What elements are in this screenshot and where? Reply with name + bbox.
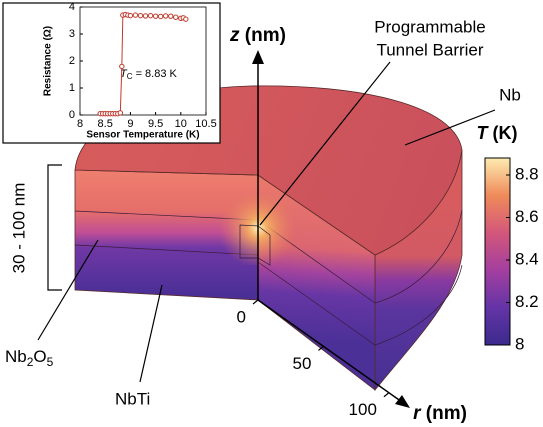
colorbar-fill	[484, 157, 511, 346]
r-tick-label: 0	[237, 307, 246, 326]
x-tick-label: 9	[127, 118, 133, 130]
z-symbol: z	[229, 25, 240, 46]
data-point	[162, 13, 169, 19]
nbti-label: NbTi	[115, 389, 150, 408]
data-point	[137, 12, 144, 19]
colorbar-tick-label: 8	[515, 334, 524, 353]
x-axis-label: Sensor Temperature (K)	[86, 130, 199, 141]
x-tick-label: 8.5	[98, 118, 113, 130]
z-arrow	[252, 50, 264, 64]
thickness-bracket	[47, 164, 62, 291]
colorbar-unit: (K)	[488, 123, 518, 143]
colorbar-tick-label: 8.8	[515, 164, 539, 183]
barrier-leader	[259, 61, 391, 226]
r-axis	[257, 299, 403, 403]
nb2o5-sub: 2	[27, 355, 34, 369]
r-tick	[318, 345, 324, 351]
colorbar-tick-label: 8.4	[515, 249, 539, 268]
r-tick	[383, 392, 390, 398]
barrier-label: Tunnel Barrier	[376, 40, 483, 59]
colorbar-title: T (K)	[477, 123, 518, 143]
data-point	[142, 13, 149, 19]
data-point	[157, 13, 164, 20]
data-point	[117, 110, 124, 116]
inset-box	[2, 2, 221, 144]
nb-leader	[404, 109, 496, 146]
r-axis-label: r (nm)	[413, 403, 467, 424]
data-point	[127, 12, 134, 19]
r-tick-label: 100	[349, 400, 377, 419]
tc-sub: C	[127, 72, 133, 81]
colorbar-tick-label: 8.6	[515, 207, 539, 226]
y-tick-label: 2	[69, 55, 75, 67]
r-arrow	[395, 395, 410, 408]
thickness-label: 30 - 100 nm	[9, 183, 28, 274]
nbti-leader	[139, 284, 163, 383]
r-unit: (nm)	[420, 403, 466, 424]
z-axis-label: z (nm)	[229, 25, 286, 46]
cylinder	[74, 85, 463, 392]
barrier-glow	[215, 195, 305, 265]
x-tick-label: 9.5	[148, 118, 163, 130]
axes: z (nm) r (nm) 0 50 100	[229, 25, 467, 424]
tc-symbol: T	[120, 68, 128, 80]
data-point	[183, 16, 189, 22]
z-unit: (nm)	[240, 25, 286, 46]
x-tick-label: 8	[77, 118, 83, 130]
colorbar-symbol: T	[477, 123, 490, 143]
x-tick-label: 10.5	[195, 118, 216, 130]
tc-text: = 8.83 K	[133, 68, 178, 80]
x-tick-label: 10	[175, 118, 187, 130]
colorbar-tick-label: 8.2	[515, 292, 539, 311]
nb2o5-part: Nb	[5, 347, 27, 366]
data-point	[173, 14, 179, 20]
nb2o5-sub: 5	[47, 355, 54, 369]
data-point	[147, 12, 154, 19]
data-point	[152, 13, 159, 19]
y-tick-label: 4	[69, 1, 75, 13]
data-point	[132, 12, 139, 18]
y-axis-label: Resistance (Ω)	[43, 26, 54, 96]
data-point	[119, 63, 125, 70]
barrier-label: Programmable	[374, 17, 486, 36]
data-point	[168, 13, 174, 19]
nb2o5-part: O	[33, 347, 46, 366]
y-tick-label: 0	[69, 109, 75, 121]
nb-label: Nb	[499, 85, 521, 104]
r-symbol: r	[413, 403, 422, 424]
nb2o5-label: Nb2O5	[5, 347, 54, 369]
r-ticks: 0 50 100	[237, 299, 390, 419]
r-tick	[252, 299, 259, 305]
y-tick-label: 3	[69, 28, 75, 40]
nb2o5-leader	[37, 239, 99, 341]
inset-chart: Sensor Temperature (K) Resistance (Ω) TC…	[2, 1, 221, 144]
annotations: Programmable Tunnel Barrier Nb Nb2O5 NbT…	[5, 17, 521, 408]
r-tick-label: 50	[293, 354, 312, 373]
colorbar: T (K) 8 8.2 8.4 8.6 8.8	[477, 123, 539, 354]
y-tick-label: 1	[69, 82, 75, 94]
tc-annotation: TC = 8.83 K	[120, 68, 178, 81]
